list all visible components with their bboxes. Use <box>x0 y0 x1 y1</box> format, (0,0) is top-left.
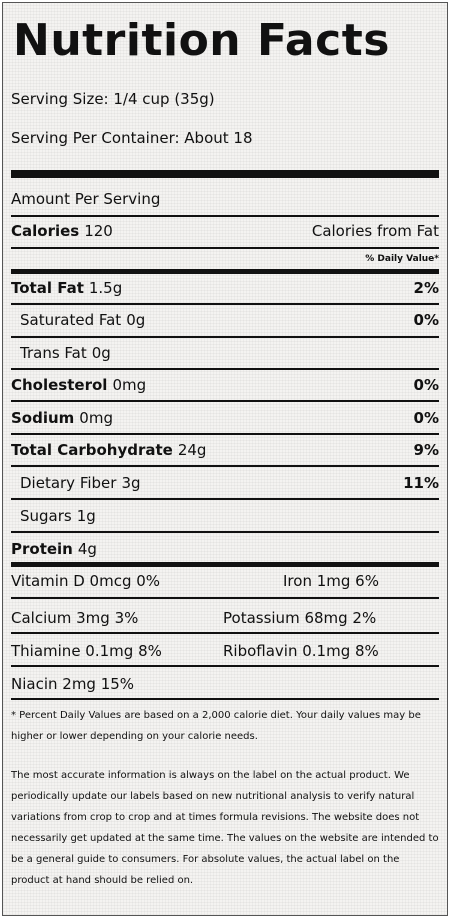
medium-divider <box>11 562 439 567</box>
protein-row: Protein 4g <box>11 539 439 559</box>
daily-value-footnote: * Percent Daily Values are based on a 2,… <box>11 710 421 742</box>
daily-value-header: % Daily Value* <box>365 254 439 264</box>
saturated-fat-label: Saturated Fat <box>20 311 122 329</box>
total-carbohydrate-row: Total Carbohydrate 24g 9% <box>11 440 439 460</box>
sodium-dv: 0% <box>413 409 439 427</box>
total-fat-row: Total Fat 1.5g 2% <box>11 278 439 298</box>
divider <box>11 368 439 370</box>
label-disclaimer: The most accurate information is always … <box>11 770 439 886</box>
riboflavin: Riboflavin 0.1mg 8% <box>223 642 379 660</box>
thick-divider <box>11 170 439 178</box>
iron: Iron 1mg 6% <box>283 572 379 590</box>
nutrition-label: Nutrition Facts Serving Size: 1/4 cup (3… <box>2 2 448 916</box>
divider <box>11 215 439 217</box>
divider <box>11 632 439 634</box>
sodium-row: Sodium 0mg 0% <box>11 408 439 428</box>
calories-label: Calories <box>11 222 80 240</box>
dietary-fiber-value: 3g <box>121 474 141 492</box>
divider <box>11 336 439 338</box>
trans-fat-label: Trans Fat <box>20 344 87 362</box>
dietary-fiber-label: Dietary Fiber <box>20 474 117 492</box>
sugars-value: 1g <box>76 507 96 525</box>
total-carbohydrate-dv: 9% <box>413 441 439 459</box>
saturated-fat-value: 0g <box>126 311 146 329</box>
total-fat-label: Total Fat <box>11 279 84 297</box>
amount-per-serving-row: Amount Per Serving <box>11 189 439 209</box>
calories-value: 120 <box>84 222 113 240</box>
divider <box>11 247 439 249</box>
amount-per-serving: Amount Per Serving <box>11 190 161 208</box>
medium-divider <box>11 269 439 274</box>
calcium: Calcium 3mg 3% <box>11 609 139 627</box>
sodium-label: Sodium <box>11 409 75 427</box>
label-title: Nutrition Facts <box>13 15 390 66</box>
cholesterol-row: Cholesterol 0mg 0% <box>11 375 439 395</box>
vitamin-d: Vitamin D 0mcg 0% <box>11 572 161 590</box>
total-carbohydrate-label: Total Carbohydrate <box>11 441 173 459</box>
cholesterol-dv: 0% <box>413 376 439 394</box>
calories-from-fat: Calories from Fat <box>311 222 439 240</box>
divider <box>11 498 439 500</box>
calories-row: Calories 120 Calories from Fat <box>11 221 439 241</box>
divider <box>11 698 439 700</box>
dietary-fiber-row: Dietary Fiber 3g 11% <box>11 473 439 493</box>
saturated-fat-row: Saturated Fat 0g 0% <box>11 310 439 330</box>
divider <box>11 531 439 533</box>
sugars-row: Sugars 1g <box>11 506 439 526</box>
total-fat-dv: 2% <box>413 279 439 297</box>
serving-size: Serving Size: 1/4 cup (35g) <box>11 90 215 108</box>
servings-per-container: Serving Per Container: About 18 <box>11 129 253 147</box>
divider <box>11 665 439 667</box>
divider <box>11 303 439 305</box>
divider <box>11 465 439 467</box>
potassium: Potassium 68mg 2% <box>223 609 377 627</box>
divider <box>11 597 439 599</box>
total-fat-value: 1.5g <box>88 279 123 297</box>
protein-label: Protein <box>11 540 73 558</box>
cholesterol-value: 0mg <box>112 376 147 394</box>
trans-fat-value: 0g <box>91 344 111 362</box>
divider <box>11 400 439 402</box>
thiamine: Thiamine 0.1mg 8% <box>11 642 162 660</box>
trans-fat-row: Trans Fat 0g <box>11 343 439 363</box>
niacin: Niacin 2mg 15% <box>11 675 135 693</box>
saturated-fat-dv: 0% <box>413 311 439 329</box>
divider <box>11 433 439 435</box>
dietary-fiber-dv: 11% <box>403 474 439 492</box>
sugars-label: Sugars <box>20 507 72 525</box>
cholesterol-label: Cholesterol <box>11 376 108 394</box>
protein-value: 4g <box>77 540 97 558</box>
sodium-value: 0mg <box>79 409 113 427</box>
total-carbohydrate-value: 24g <box>177 441 207 459</box>
